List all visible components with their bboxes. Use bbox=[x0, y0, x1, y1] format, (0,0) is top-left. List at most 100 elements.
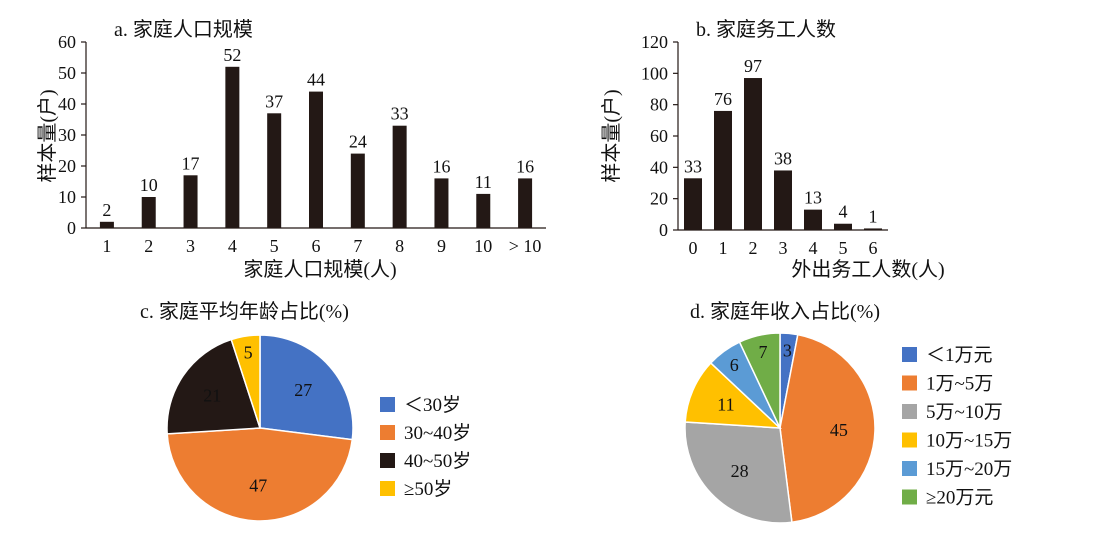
chart-a-bar bbox=[183, 175, 198, 228]
chart-d-legend-label: 1万~5万 bbox=[926, 374, 993, 395]
chart-b-xtick-label: 4 bbox=[809, 238, 818, 258]
chart-d-legend-swatch bbox=[902, 432, 917, 448]
chart-d-legend-swatch bbox=[902, 461, 917, 476]
chart-b-ytick-label: 80 bbox=[650, 95, 668, 115]
chart-b-data-label: 38 bbox=[774, 148, 792, 168]
chart-a-bar bbox=[476, 193, 491, 228]
chart-b-title: b. 家庭务工人数 bbox=[696, 18, 836, 41]
chart-b-data-label: 13 bbox=[804, 188, 822, 208]
chart-b-data-label: 1 bbox=[869, 206, 878, 226]
chart-d-title: d. 家庭年收入占比(%) bbox=[690, 300, 880, 323]
chart-a-bar bbox=[309, 91, 323, 228]
chart-a-data-label: 16 bbox=[432, 156, 450, 176]
chart-c-legend-label: 30~40岁 bbox=[404, 422, 471, 444]
chart-c-title: c. 家庭平均年龄占比(%) bbox=[140, 300, 349, 323]
chart-d-legend-swatch bbox=[902, 404, 917, 419]
chart-a-xtick-label: > 10 bbox=[509, 236, 542, 256]
chart-d-legend-swatch bbox=[902, 375, 917, 391]
chart-a-ytick-label: 20 bbox=[58, 156, 76, 176]
chart-a-data-label: 37 bbox=[265, 91, 283, 111]
chart-d-slice bbox=[738, 332, 781, 429]
chart-c-slice-label: 27 bbox=[294, 380, 312, 400]
chart-a-xtick-label: 1 bbox=[102, 236, 111, 256]
chart-d-legend-label: ≥20万元 bbox=[926, 488, 993, 509]
chart-a-xtick-label: 2 bbox=[144, 236, 153, 256]
chart-d-legend-swatch bbox=[902, 489, 917, 505]
chart-b-ytick-label: 0 bbox=[659, 220, 668, 240]
chart-b-bar bbox=[864, 228, 882, 230]
chart-b-xtick-label: 2 bbox=[749, 238, 758, 258]
chart-c-slice bbox=[166, 427, 354, 522]
chart-b-ylabel: 样本量(户) bbox=[600, 89, 623, 182]
chart-d-slice-label: 3 bbox=[783, 340, 792, 360]
chart-a-xtick-label: 8 bbox=[395, 236, 404, 256]
chart-a-data-label: 24 bbox=[349, 132, 367, 152]
chart-d-legend-label: 5万~10万 bbox=[926, 402, 1003, 423]
chart-c-legend-swatch bbox=[380, 397, 395, 412]
chart-a-xlabel: 家庭人口规模(人) bbox=[243, 258, 396, 281]
chart-a-data-label: 2 bbox=[102, 200, 111, 220]
chart-b-bar bbox=[714, 110, 732, 230]
chart-d-slice-label: 7 bbox=[759, 342, 768, 362]
chart-a-ytick-label: 50 bbox=[58, 63, 76, 83]
chart-a-data-label: 16 bbox=[516, 156, 534, 176]
chart-b-xlabel: 外出务工人数(人) bbox=[791, 258, 944, 281]
chart-a-ytick-label: 40 bbox=[58, 94, 76, 114]
chart-a-bar bbox=[267, 113, 282, 228]
chart-b-bar bbox=[834, 223, 852, 230]
chart-c-slice-label: 47 bbox=[249, 476, 267, 496]
chart-a-xtick-label: 3 bbox=[186, 236, 195, 256]
chart-a-xtick-label: 5 bbox=[270, 236, 279, 256]
chart-d-legend-label: 10万~15万 bbox=[926, 431, 1012, 452]
chart-c-legend-label: ＜30岁 bbox=[404, 394, 461, 416]
chart-b-xtick-label: 0 bbox=[689, 238, 698, 258]
chart-a-title: a. 家庭人口规模 bbox=[114, 18, 253, 41]
chart-b-ytick-label: 60 bbox=[650, 126, 668, 146]
chart-a-bar bbox=[392, 125, 407, 228]
chart-b-data-label: 33 bbox=[684, 156, 702, 176]
chart-c-legend-swatch bbox=[380, 425, 395, 440]
chart-a-bar bbox=[434, 178, 449, 228]
chart-a-data-label: 33 bbox=[391, 104, 409, 124]
chart-b-data-label: 76 bbox=[714, 89, 732, 109]
chart-c-slice bbox=[166, 338, 262, 435]
chart-c-legend-swatch bbox=[380, 453, 395, 468]
chart-d-slice bbox=[779, 333, 876, 524]
chart-a-data-label: 44 bbox=[307, 70, 325, 90]
chart-b-data-label: 4 bbox=[839, 202, 848, 222]
chart-d-slice-label: 6 bbox=[730, 355, 739, 375]
chart-a-xtick-label: 4 bbox=[228, 236, 237, 256]
chart-a-bar bbox=[225, 66, 240, 228]
chart-b-data-label: 97 bbox=[744, 56, 762, 76]
chart-a-ytick-label: 10 bbox=[58, 187, 76, 207]
chart-b-ytick-label: 40 bbox=[650, 157, 668, 177]
chart-b-xtick-label: 6 bbox=[869, 238, 878, 258]
chart-b-xtick-label: 5 bbox=[839, 238, 848, 258]
chart-a-bar bbox=[141, 197, 156, 228]
chart-a-xtick-label: 6 bbox=[312, 236, 321, 256]
chart-a-data-label: 17 bbox=[182, 153, 200, 173]
chart-a-ytick-label: 60 bbox=[58, 32, 76, 52]
chart-c-slice-label: 5 bbox=[244, 343, 253, 363]
chart-b-bar bbox=[804, 209, 822, 230]
chart-b-ytick-label: 120 bbox=[641, 32, 668, 52]
chart-a-bar bbox=[99, 221, 114, 228]
chart-a-data-label: 11 bbox=[475, 172, 492, 192]
bar-chart-migrant-workers: b. 家庭务工人数 样本量(户) 外出务工人数(人) 0204060801001… bbox=[600, 18, 945, 281]
chart-d-legend-label: 15万~20万 bbox=[926, 459, 1012, 480]
chart-a-bar bbox=[350, 153, 365, 228]
chart-d-slice-label: 28 bbox=[731, 461, 749, 481]
chart-a-xtick-label: 10 bbox=[474, 236, 492, 256]
chart-a-data-label: 52 bbox=[223, 45, 241, 65]
pie-chart-annual-income: d. 家庭年收入占比(%) 3 ＜1万元 45 1万~5万 28 5万~10万 11 10万~… bbox=[684, 300, 1012, 524]
chart-c-slice-label: 21 bbox=[203, 386, 221, 406]
chart-a-xtick-label: 9 bbox=[437, 236, 446, 256]
chart-d-slice-label: 11 bbox=[717, 395, 734, 415]
chart-b-xtick-label: 3 bbox=[779, 238, 788, 258]
chart-b-bar bbox=[744, 78, 762, 231]
chart-b-xtick-label: 1 bbox=[719, 238, 728, 258]
bar-chart-household-size: a. 家庭人口规模 样本量(户) 家庭人口规模(人) 0 10 20 30 40 50 60… bbox=[36, 18, 546, 281]
pie-chart-average-age: c. 家庭平均年龄占比(%) 27 ＜30岁 47 30~40岁 21 40~50岁 5 ≥5… bbox=[140, 300, 471, 522]
chart-a-data-label: 10 bbox=[140, 175, 158, 195]
